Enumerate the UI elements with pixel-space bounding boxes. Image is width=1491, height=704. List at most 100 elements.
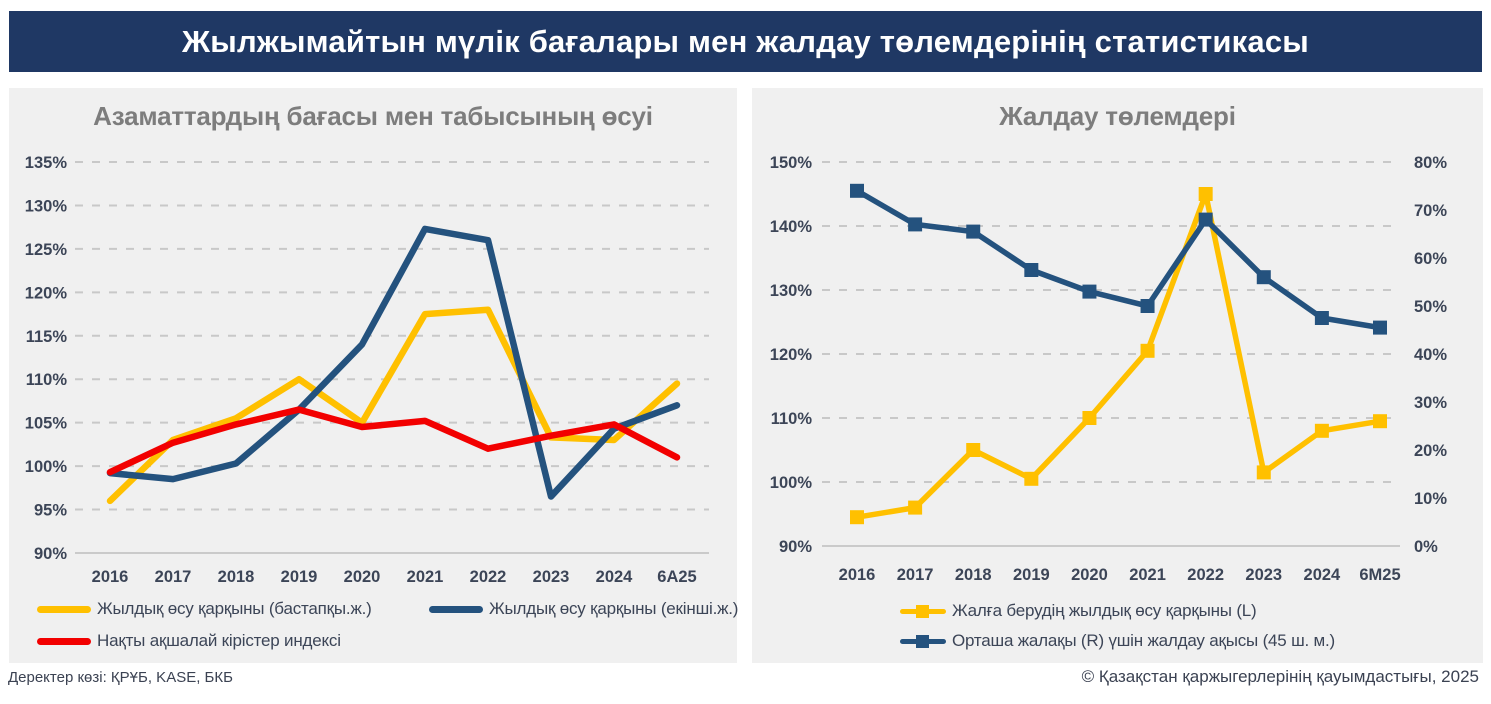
right-chart-title: Жалдау төлемдері: [999, 101, 1236, 131]
y-axis-left-tick-label: 100%: [25, 458, 68, 476]
series-marker: [1256, 270, 1271, 285]
left-chart-title: Азаматтардың бағасы мен табысының өсуі: [93, 101, 653, 131]
y-axis-right-tick-label: 30%: [1414, 394, 1447, 412]
legend-square-marker-icon: [915, 634, 929, 648]
legend-item: Жылдық өсу қарқыны (бастапқы.ж.): [37, 599, 429, 619]
series-marker: [966, 443, 981, 457]
series-marker: [850, 183, 864, 198]
legend-square-marker-icon: [915, 604, 929, 618]
y-axis-left-tick-label: 95%: [34, 502, 67, 520]
series-marker: [1140, 299, 1155, 313]
y-axis-left-tick-label: 110%: [26, 371, 68, 389]
series-line: [106, 225, 681, 500]
series-marker: [966, 224, 981, 239]
x-axis-tick-label: 6A25: [657, 568, 696, 586]
x-axis-tick-label: 2020: [344, 568, 381, 586]
series-line: [106, 406, 681, 476]
series-marker: [1082, 284, 1097, 299]
infographic-page: Жылжымайтын мүлік бағалары мен жалдау тө…: [0, 11, 1491, 687]
x-axis-tick-label: 2018: [955, 566, 992, 584]
series-marker: [1198, 212, 1213, 227]
y-axis-left-tick-label: 130%: [25, 197, 68, 215]
series-marker: [1373, 414, 1387, 429]
y-axis-left-tick-label: 150%: [770, 154, 813, 172]
legend-label: Жалға берудің жылдық өсу қарқыны (L): [951, 601, 1257, 620]
x-axis-tick-label: 6M25: [1359, 566, 1400, 584]
copyright: © Қазақстан қаржыгерлерінің қауымдастығы…: [1081, 667, 1479, 686]
series-marker: [1198, 187, 1213, 201]
legend-item: Жылдық өсу қарқыны (екінші.ж.): [429, 599, 738, 619]
y-axis-right-tick-label: 10%: [1414, 490, 1447, 508]
legend-label: Жылдық өсу қарқыны (екінші.ж.): [489, 599, 739, 618]
left-chart-legend: Жылдық өсу қарқыны (бастапқы.ж.) Жылдық ө…: [9, 599, 738, 651]
y-axis-right-tick-label: 0%: [1414, 538, 1438, 556]
x-axis-tick-label: 2021: [1129, 566, 1166, 584]
panel-rental-payments: Жалдау төлемдері 90% 100% 110% 120% 130% 140%…: [752, 88, 1483, 663]
x-axis-tick-label: 2023: [533, 568, 570, 586]
right-chart-canvas: 90% 100% 110% 120% 130% 140% 150% 0% 10% 20% 30% 40…: [770, 154, 1448, 584]
legend-label: Орташа жалақы (R) үшін жалдау ақысы (45 …: [951, 631, 1336, 650]
y-axis-left-tick-label: 90%: [779, 538, 812, 556]
y-axis-right-tick-label: 40%: [1414, 346, 1447, 364]
series-marker: [908, 217, 923, 232]
right-chart-legend: Жалға берудің жылдық өсу қарқыны (L) Орта…: [899, 601, 1336, 651]
series-line: [854, 191, 1383, 520]
y-axis-left-tick-label: 125%: [25, 241, 68, 259]
y-axis-right-tick-label: 60%: [1414, 250, 1447, 268]
x-axis-tick-label: 2019: [1013, 566, 1050, 584]
series-line: [854, 188, 1383, 331]
x-axis-tick-label: 2016: [92, 568, 129, 586]
series-marker: [908, 500, 923, 515]
x-axis-tick-label: 2022: [1187, 566, 1224, 584]
x-axis-tick-label: 2020: [1071, 566, 1108, 584]
legend-swatch-line-marker: [899, 603, 946, 619]
legend-item: Жалға берудің жылдық өсу қарқыны (L): [899, 601, 1257, 621]
series-marker: [1314, 311, 1329, 325]
series-line: [106, 306, 681, 505]
series-marker: [1314, 423, 1329, 438]
y-axis-left-tick-label: 115%: [26, 328, 68, 346]
y-axis-left-tick-label: 120%: [770, 346, 813, 364]
x-axis-tick-label: 2017: [897, 566, 934, 584]
x-axis-tick-label: 2019: [281, 568, 318, 586]
series-marker: [1024, 471, 1039, 486]
x-axis-tick-label: 2023: [1245, 566, 1282, 584]
charts-row: Азаматтардың бағасы мен табысының өсуі 9…: [9, 88, 1483, 663]
series-marker: [850, 510, 864, 525]
y-axis-right-tick-label: 80%: [1414, 154, 1447, 172]
x-axis-tick-label: 2024: [1304, 566, 1342, 584]
y-axis-left-tick-label: 130%: [770, 282, 813, 300]
series-marker: [1373, 320, 1387, 335]
y-axis-left-tick-label: 90%: [34, 545, 67, 563]
y-axis-right-tick-label: 50%: [1414, 298, 1447, 316]
legend-label: Нақты ақшалай кірістер индексі: [97, 631, 341, 650]
x-axis-tick-label: 2016: [839, 566, 876, 584]
legend-swatch-line: [37, 601, 91, 617]
legend-swatch-line-marker: [899, 633, 946, 649]
data-source: Деректер көзі: ҚРҰБ, KASE, БКБ: [8, 669, 233, 686]
legend-line-icon: [429, 605, 483, 613]
y-axis-left-tick-label: 140%: [770, 218, 813, 236]
legend-item: Нақты ақшалай кірістер индексі: [37, 631, 429, 651]
x-axis-tick-label: 2018: [218, 568, 255, 586]
y-axis-left-tick-label: 110%: [771, 410, 813, 428]
legend-swatch-line: [37, 633, 91, 649]
y-axis-left-tick-label: 120%: [25, 284, 68, 302]
legend-swatch-line: [429, 601, 483, 617]
legend-line-icon: [37, 605, 91, 613]
y-axis-left-tick-label: 135%: [25, 154, 68, 172]
x-axis-tick-label: 2017: [155, 568, 192, 586]
series-marker: [1082, 411, 1097, 425]
series-marker: [1140, 343, 1155, 358]
main-title: Жылжымайтын мүлік бағалары мен жалдау тө…: [182, 23, 1309, 59]
x-axis-tick-label: 2024: [596, 568, 634, 586]
legend-item: Орташа жалақы (R) үшін жалдау ақысы (45 …: [899, 631, 1336, 651]
panel-price-income-growth: Азаматтардың бағасы мен табысының өсуі 9…: [9, 88, 738, 663]
x-axis-tick-label: 2022: [470, 568, 507, 586]
footer: Деректер көзі: ҚРҰБ, KASE, БКБ © Қазақст…: [0, 663, 1491, 687]
x-axis-tick-label: 2021: [407, 568, 444, 586]
left-chart-canvas: 90% 95% 100% 105% 110% 115% 120% 125% 130% 135% 20…: [25, 154, 709, 586]
y-axis-left-tick-label: 100%: [770, 474, 813, 492]
y-axis-right-tick-label: 70%: [1414, 202, 1447, 220]
y-axis-left-tick-label: 105%: [25, 415, 68, 433]
